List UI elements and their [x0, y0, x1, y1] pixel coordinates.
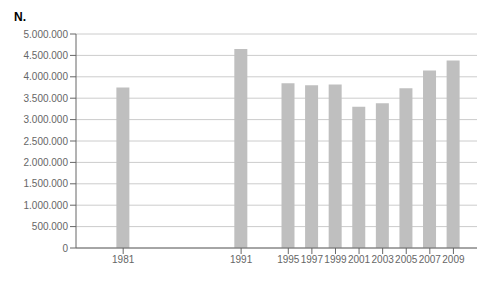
svg-text:3.000.000: 3.000.000	[24, 114, 69, 125]
svg-text:1999: 1999	[324, 254, 347, 265]
svg-text:5.000.000: 5.000.000	[24, 29, 69, 40]
html-text:N.: N.	[14, 10, 26, 24]
svg-text:500.000: 500.000	[32, 221, 69, 232]
svg-text:2007: 2007	[419, 254, 442, 265]
svg-text:1991: 1991	[230, 254, 253, 265]
svg-text:2005: 2005	[395, 254, 418, 265]
svg-text:3.500.000: 3.500.000	[24, 93, 69, 104]
svg-text:4.500.000: 4.500.000	[24, 50, 69, 61]
svg-text:1981: 1981	[112, 254, 135, 265]
svg-text:2.000.000: 2.000.000	[24, 157, 69, 168]
svg-text:2003: 2003	[372, 254, 395, 265]
svg-text:2001: 2001	[348, 254, 371, 265]
svg-text:1995: 1995	[277, 254, 300, 265]
svg-text:1.500.000: 1.500.000	[24, 178, 69, 189]
svg-text:2009: 2009	[442, 254, 465, 265]
svg-text:0: 0	[62, 243, 68, 254]
svg-text:1.000.000: 1.000.000	[24, 200, 69, 211]
svg-text:2.500.000: 2.500.000	[24, 136, 69, 147]
svg-text:4.000.000: 4.000.000	[24, 71, 69, 82]
svg-text:1997: 1997	[301, 254, 324, 265]
